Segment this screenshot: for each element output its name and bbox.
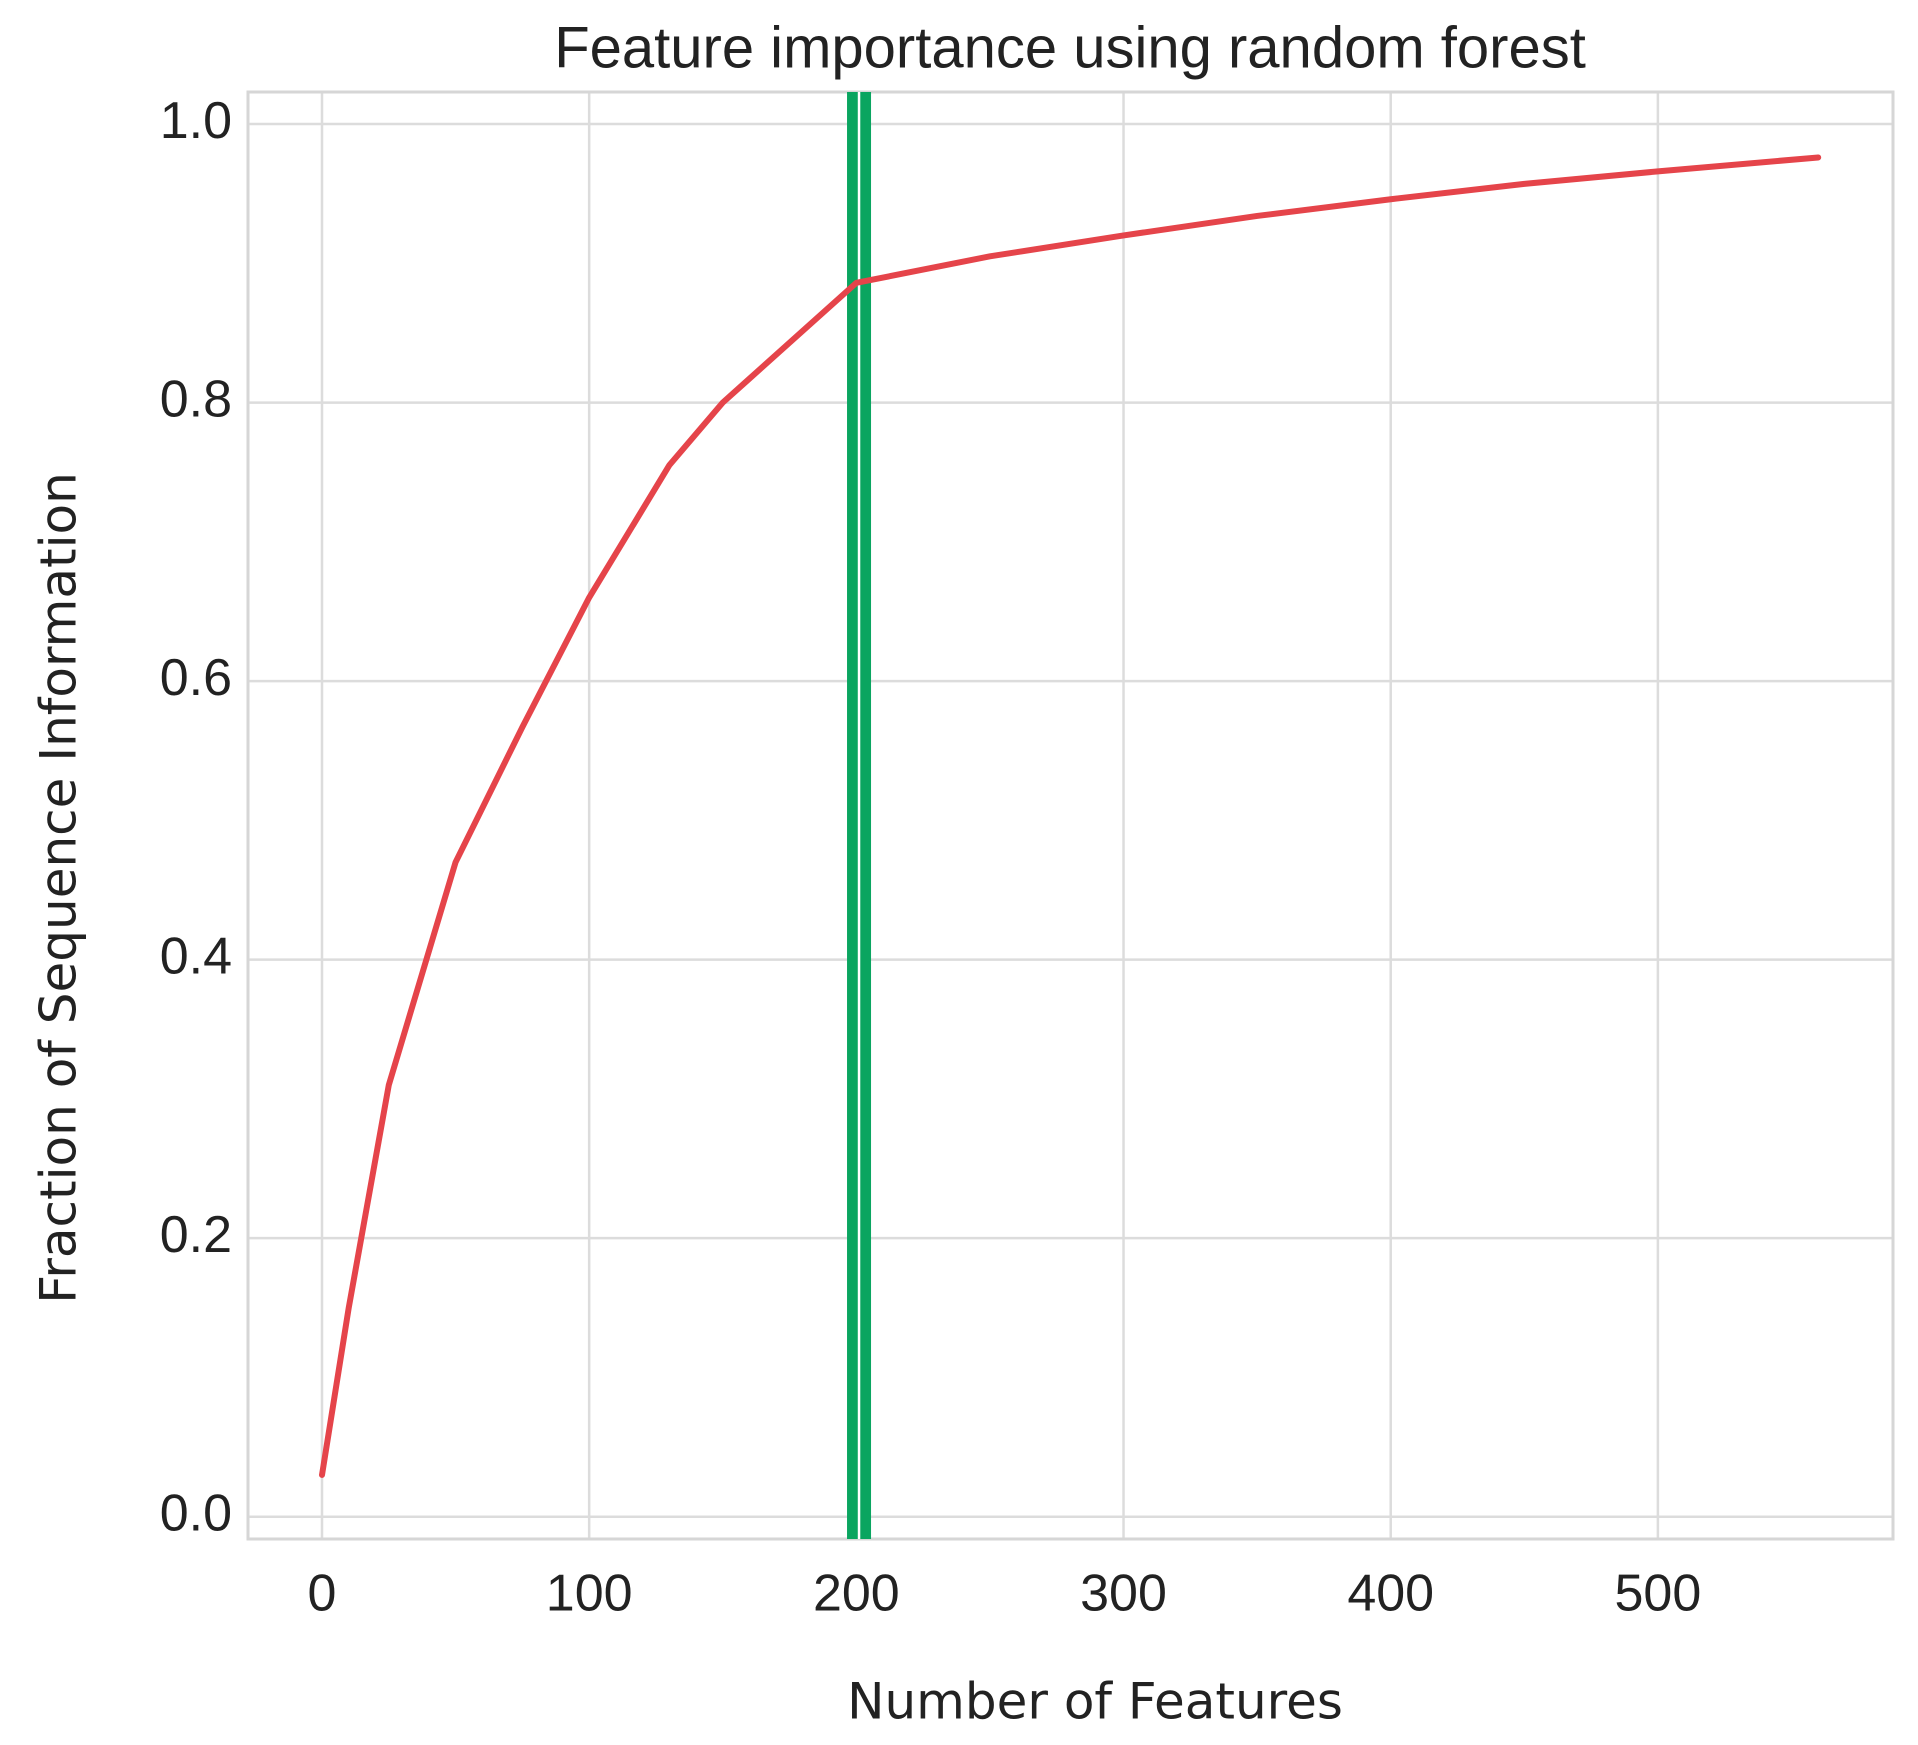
- x-tick-label: 500: [1615, 1565, 1702, 1623]
- data-line: [319, 154, 1822, 1478]
- x-tick-label: 200: [813, 1565, 900, 1623]
- x-tick-label: 400: [1347, 1565, 1434, 1623]
- x-tick-label: 0: [308, 1565, 337, 1623]
- x-axis-label: Number of Features: [847, 1673, 1343, 1731]
- y-tick-label: 0.0: [160, 1484, 232, 1542]
- x-tick-label: 300: [1080, 1565, 1167, 1623]
- y-tick-label: 0.6: [160, 649, 232, 707]
- y-tick-label: 1.0: [160, 92, 232, 150]
- x-tick-label: 100: [546, 1565, 633, 1623]
- y-tick-label: 0.4: [160, 927, 232, 985]
- chart-title: Feature importance using random forest: [554, 15, 1586, 80]
- y-tick-label: 0.8: [160, 370, 232, 428]
- plot-frame: [246, 90, 1895, 1541]
- y-axis-label: Fraction of Sequence Information: [30, 472, 88, 1304]
- y-tick-label: 0.2: [160, 1206, 232, 1264]
